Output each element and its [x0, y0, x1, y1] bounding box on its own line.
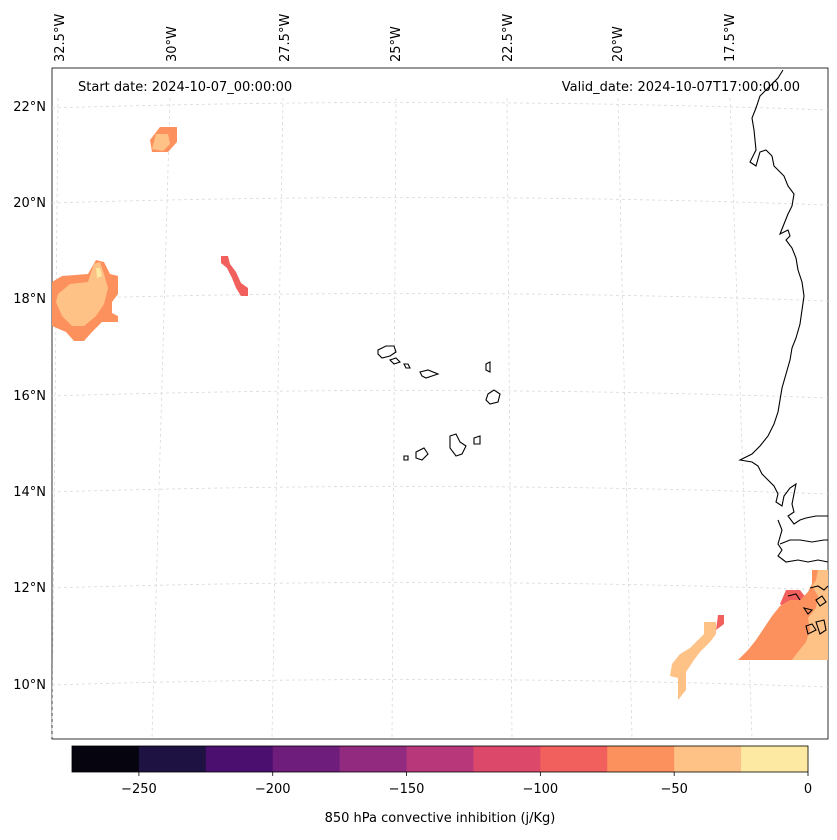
coastlines: [377, 69, 829, 635]
meridian-20w: [617, 97, 633, 740]
sao-nicolau-island: [419, 369, 440, 379]
parallel-18n: [51, 293, 829, 302]
colorbar-swatch: [272, 746, 341, 772]
meridian-30w: [151, 97, 171, 740]
boa-vista-island: [485, 389, 501, 405]
lon-label-30w: 30°W: [165, 26, 180, 62]
colorbar-swatches: [72, 746, 809, 772]
map-frame: [51, 67, 829, 740]
cin-region-southeast-outer: [738, 570, 828, 660]
graticule: [51, 97, 829, 740]
santa-luzia-island: [403, 363, 411, 369]
meridian-32-5w: [51, 97, 59, 740]
cin-contours: [52, 127, 828, 700]
lon-label-22-5w: 22.5°W: [501, 14, 516, 62]
colorbar-swatch: [540, 746, 608, 772]
fogo-island: [415, 447, 429, 461]
colorbar-tick-label: −250: [121, 782, 157, 797]
parallel-20n: [51, 197, 829, 206]
senegal-south-coast: [779, 539, 828, 545]
lat-label-10n: 10°N: [13, 678, 46, 693]
meridian-27-5w: [271, 97, 284, 740]
cin-region-south-streak: [670, 622, 716, 700]
lon-label-20w: 20°W: [611, 26, 626, 62]
colorbar-swatch: [339, 746, 408, 772]
colorbar-swatch: [674, 746, 742, 772]
parallel-22n: [51, 102, 829, 111]
lon-label-27-5w: 27.5°W: [278, 14, 293, 62]
parallel-14n: [51, 486, 829, 495]
lat-label-18n: 18°N: [13, 292, 46, 307]
maio-island: [473, 435, 481, 445]
lat-label-14n: 14°N: [13, 485, 46, 500]
valid-date-text: Valid_date: 2024-10-07T17:00:00.00: [562, 80, 800, 95]
colorbar-swatch: [72, 746, 140, 772]
colorbar-label: 850 hPa convective inhibition (j/Kg): [325, 811, 556, 826]
cin-region-southeast-inner: [792, 570, 828, 660]
colorbar-tick-label: −100: [523, 782, 559, 797]
parallel-10n: [51, 679, 829, 688]
colorbar-swatch: [473, 746, 541, 772]
cin-region-north-inner: [152, 134, 170, 151]
lat-label-12n: 12°N: [13, 581, 46, 596]
santiago-island: [449, 433, 467, 457]
sao-vicente-island: [388, 357, 402, 365]
cin-region-west-inner: [56, 262, 108, 326]
colorbar-tick-label: 0: [804, 782, 812, 797]
gambia-estuary: [777, 519, 829, 563]
latitude-labels: 22°N 20°N 18°N 16°N 14°N 12°N 10°N: [13, 100, 46, 693]
cin-streak-south: [716, 615, 724, 630]
lon-label-25w: 25°W: [389, 26, 404, 62]
sal-island: [485, 361, 491, 373]
start-date-text: Start date: 2024-10-07_00:00:00: [78, 80, 292, 95]
colorbar-ticks: [138, 772, 809, 776]
meridian-25w: [391, 97, 397, 740]
longitude-labels: 32.5°W 30°W 27.5°W 25°W 22.5°W 20°W 17.5…: [53, 14, 738, 62]
meridian-22-5w: [506, 97, 513, 740]
lat-label-16n: 16°N: [13, 389, 46, 404]
meridian-17-5w: [729, 97, 753, 740]
africa-coastline: [738, 69, 828, 525]
lon-label-32-5w: 32.5°W: [53, 14, 68, 62]
cin-streak: [221, 256, 248, 296]
colorbar-swatch: [205, 746, 274, 772]
colorbar-tick-labels: −250 −200 −150 −100 −50 0: [121, 782, 812, 797]
parallel-16n: [51, 390, 829, 399]
colorbar-outline: [71, 745, 809, 773]
colorbar-swatch: [607, 746, 675, 772]
colorbar-tick-label: −150: [389, 782, 425, 797]
lat-label-22n: 22°N: [13, 100, 46, 115]
guinea-bissau-coast: [787, 585, 829, 635]
lat-label-20n: 20°N: [13, 196, 46, 211]
colorbar-swatch: [406, 746, 474, 772]
colorbar-tick-label: −200: [255, 782, 291, 797]
colorbar-swatch: [138, 746, 207, 772]
santo-antao-island: [377, 345, 397, 359]
colorbar: −250 −200 −150 −100 −50 0 850 hPa convec…: [71, 745, 812, 826]
lon-label-17-5w: 17.5°W: [723, 14, 738, 62]
cin-region-west-core: [96, 268, 102, 278]
parallel-12n: [51, 582, 829, 591]
brava-island: [403, 455, 409, 461]
colorbar-tick-label: −50: [660, 782, 687, 797]
colorbar-swatch: [741, 746, 809, 772]
